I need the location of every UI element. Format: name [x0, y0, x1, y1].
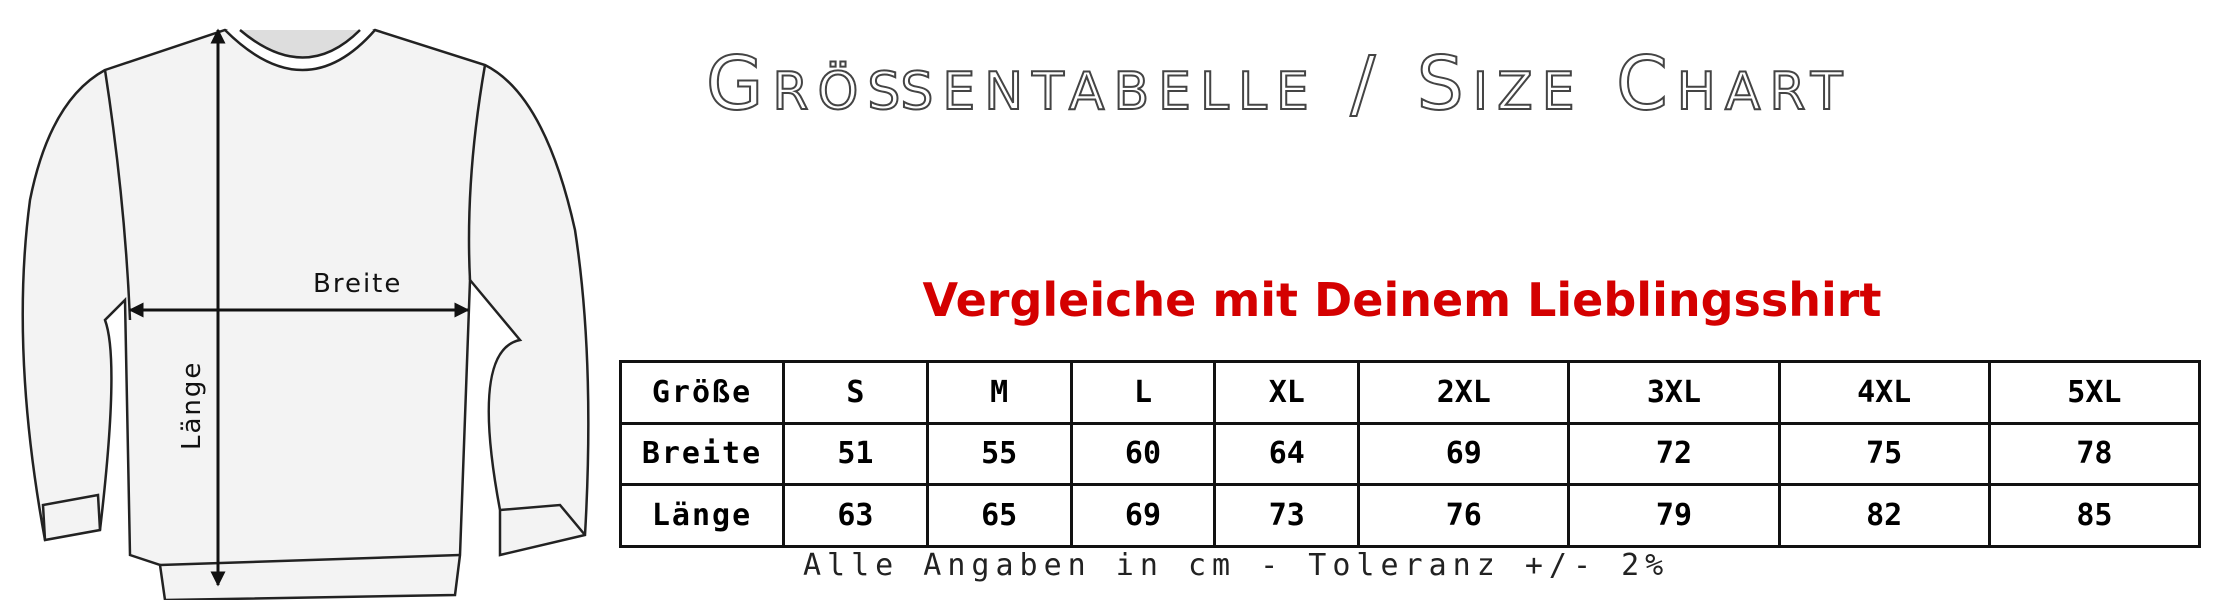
table-cell: 69 — [1357, 421, 1571, 487]
table-row: Länge 63 65 69 73 76 79 82 85 — [619, 483, 2202, 548]
header-cell: 3XL — [1567, 360, 1781, 425]
size-table: Größe S M L XL 2XL 3XL 4XL 5XL Breite 51… — [619, 360, 2202, 548]
header-cell: S — [782, 360, 929, 425]
sweater-diagram: Breite Länge — [21, 28, 590, 600]
page-title: Größentabelle / Size Chart — [705, 41, 1852, 127]
table-cell: 63 — [782, 483, 929, 548]
table-cell: 79 — [1567, 483, 1781, 548]
table-cell: 51 — [782, 421, 929, 487]
table-cell: 60 — [1069, 421, 1217, 487]
header-cell: M — [925, 360, 1073, 425]
header-cell: 4XL — [1777, 360, 1991, 425]
table-header-row: Größe S M L XL 2XL 3XL 4XL 5XL — [619, 360, 2202, 425]
header-cell: 2XL — [1357, 360, 1571, 425]
subtitle: Vergleiche mit Deinem Lieblingsshirt — [922, 273, 1882, 327]
table-cell: 72 — [1567, 421, 1781, 487]
table-cell: 85 — [1987, 483, 2202, 548]
table-cell: 75 — [1777, 421, 1991, 487]
table-cell: 69 — [1069, 483, 1217, 548]
table-cell: 55 — [925, 421, 1073, 487]
header-cell: XL — [1213, 360, 1361, 425]
table-cell: 64 — [1213, 421, 1361, 487]
table-cell: 82 — [1777, 483, 1991, 548]
header-cell: Größe — [619, 360, 785, 425]
table-cell: 73 — [1213, 483, 1361, 548]
row-label: Länge — [619, 483, 785, 548]
table-row: Breite 51 55 60 64 69 72 75 78 — [619, 421, 2202, 487]
length-label: Länge — [177, 361, 207, 450]
sweater-outline — [21, 28, 590, 600]
header-cell: L — [1069, 360, 1217, 425]
width-label: Breite — [313, 269, 402, 299]
table-cell: 65 — [925, 483, 1073, 548]
footnote: Alle Angaben in cm - Toleranz +/- 2% — [803, 548, 1670, 583]
table-cell: 76 — [1357, 483, 1571, 548]
row-label: Breite — [619, 421, 785, 487]
header-cell: 5XL — [1987, 360, 2202, 425]
table-cell: 78 — [1987, 421, 2202, 487]
